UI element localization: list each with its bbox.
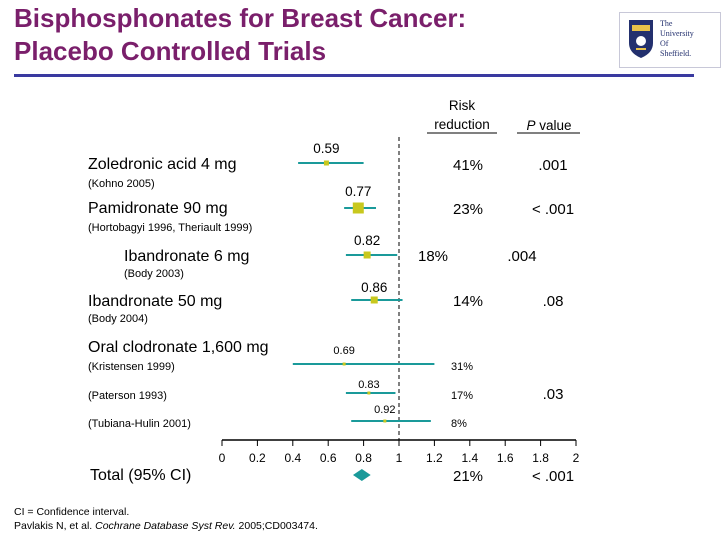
- p-value: .004: [507, 248, 536, 265]
- point-estimate-marker: [363, 251, 371, 259]
- point-estimate-marker: [323, 160, 329, 166]
- study-label: Ibandronate 6 mg: [124, 248, 249, 265]
- estimate-label: 0.83: [358, 379, 379, 391]
- footer-citation: Pavlakis N, et al. Cochrane Database Sys…: [14, 520, 318, 532]
- risk-reduction-value: 23%: [453, 201, 483, 218]
- point-estimate-marker: [383, 419, 387, 423]
- x-tick-label: 0.8: [355, 451, 372, 465]
- logo-line-3: Of: [660, 39, 669, 48]
- estimate-label: 0.77: [345, 184, 371, 199]
- x-tick-label: 0: [219, 451, 226, 465]
- point-estimate-marker: [342, 362, 346, 366]
- p-value: .03: [543, 386, 564, 403]
- title-line-1: Bisphosphonates for Breast Cancer:: [14, 3, 467, 33]
- logo-line-1: The: [660, 19, 673, 28]
- x-tick-label: 2: [573, 451, 580, 465]
- study-reference: (Paterson 1993): [88, 390, 167, 402]
- p-value-header: P value: [526, 118, 571, 133]
- page-title: Bisphosphonates for Breast Cancer: Place…: [14, 2, 466, 68]
- estimate-label: 0.59: [313, 141, 339, 156]
- logo-text: The University Of Sheffield.: [660, 19, 694, 59]
- point-estimate-marker: [367, 391, 371, 395]
- citation-year: 2005;CD003474.: [235, 520, 318, 532]
- logo-line-4: Sheffield.: [660, 49, 692, 58]
- estimate-label: 0.69: [333, 345, 354, 357]
- shield-icon: [629, 20, 653, 58]
- x-tick-label: 1.2: [426, 451, 443, 465]
- total-p-value: < .001: [532, 468, 574, 485]
- study-reference: (Kohno 2005): [88, 178, 155, 190]
- x-tick-label: 0.4: [284, 451, 301, 465]
- x-tick-label: 1.8: [532, 451, 549, 465]
- study-label: Pamidronate 90 mg: [88, 200, 228, 217]
- total-risk-reduction: 21%: [453, 468, 483, 485]
- x-tick-label: 0.2: [249, 451, 266, 465]
- point-estimate-marker: [352, 202, 364, 214]
- p-value: .001: [538, 157, 567, 174]
- risk-reduction-header-line-2: reduction: [434, 117, 490, 132]
- study-label: Ibandronate 50 mg: [88, 293, 222, 310]
- x-tick-label: 0.6: [320, 451, 337, 465]
- risk-reduction-value: 31%: [451, 361, 473, 373]
- risk-reduction-value: 41%: [453, 157, 483, 174]
- point-estimate-marker: [370, 296, 378, 304]
- risk-reduction-header-line-1: Risk: [449, 98, 475, 113]
- total-diamond: [352, 469, 371, 481]
- study-reference: (Kristensen 1999): [88, 361, 175, 373]
- x-tick-label: 1: [396, 451, 403, 465]
- study-reference: (Hortobagyi 1996, Theriault 1999): [88, 222, 252, 234]
- citation-journal: Cochrane Database Syst Rev.: [95, 520, 236, 532]
- estimate-label: 0.86: [361, 280, 387, 295]
- study-reference: (Body 2003): [124, 268, 184, 280]
- risk-reduction-value: 18%: [418, 248, 448, 265]
- risk-reduction-value: 17%: [451, 390, 473, 402]
- risk-reduction-value: 8%: [451, 418, 467, 430]
- logo-line-2: University: [660, 29, 694, 38]
- estimate-label: 0.82: [354, 233, 380, 248]
- x-tick-label: 1.4: [461, 451, 478, 465]
- study-reference: (Body 2004): [88, 313, 148, 325]
- risk-reduction-value: 14%: [453, 293, 483, 310]
- p-value: < .001: [532, 201, 574, 218]
- university-logo: The University Of Sheffield.: [619, 12, 721, 68]
- x-tick-label: 1.6: [497, 451, 514, 465]
- title-rule: [14, 74, 694, 77]
- citation-authors: Pavlakis N, et al.: [14, 520, 96, 532]
- study-label: Oral clodronate 1,600 mg: [88, 339, 269, 356]
- title-line-2: Placebo Controlled Trials: [14, 36, 327, 66]
- study-reference: (Tubiana-Hulin 2001): [88, 418, 191, 430]
- study-label: Zoledronic acid 4 mg: [88, 156, 237, 173]
- total-label: Total (95% CI): [90, 467, 191, 484]
- estimate-label: 0.92: [374, 404, 395, 416]
- footer-note: CI = Confidence interval.: [14, 506, 130, 518]
- p-value: .08: [543, 293, 564, 310]
